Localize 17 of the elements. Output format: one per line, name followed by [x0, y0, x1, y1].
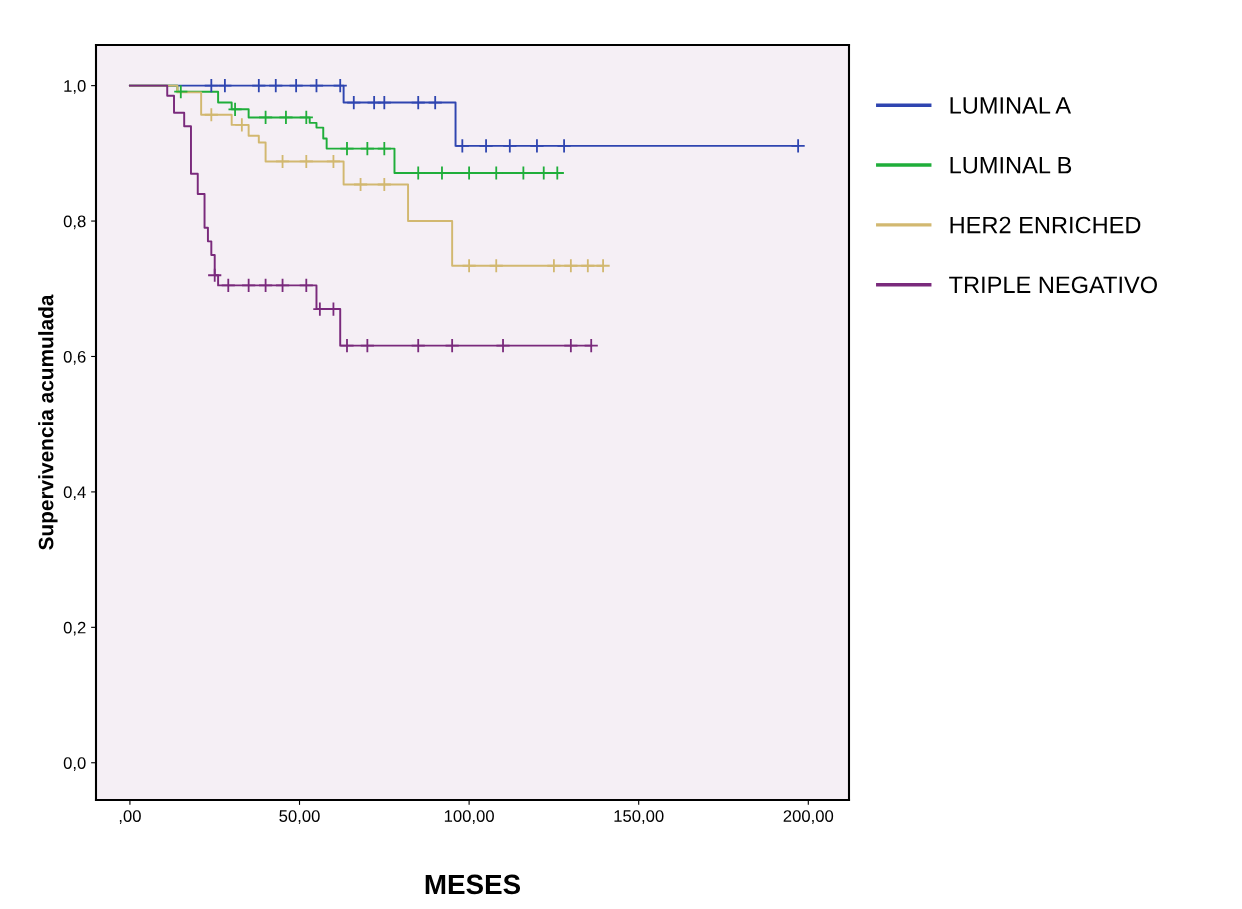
- x-axis-title: MESES: [425, 874, 521, 895]
- y-tick-label: 0,0: [63, 757, 86, 771]
- y-tick-label: 1,0: [64, 80, 86, 94]
- x-tick-label: 100,00: [444, 810, 494, 824]
- y-tick-label: 0,4: [63, 486, 86, 501]
- legend-label: HER2 ENRICHED: [950, 216, 1141, 234]
- legend-label: LUMINAL B: [950, 157, 1072, 174]
- x-tick-label: ,00: [119, 810, 141, 824]
- x-tick-label: 200,00: [783, 810, 834, 824]
- legend-label: LUMINAL A: [950, 97, 1072, 114]
- x-tick-label: 50,00: [279, 810, 320, 824]
- y-tick-label: 0,8: [63, 215, 86, 230]
- y-tick-label: 0,6: [63, 350, 86, 365]
- y-tick-label: 0,2: [63, 621, 86, 636]
- legend-label: TRIPLE NEGATIVO: [949, 276, 1157, 294]
- x-tick-label: 150,00: [614, 810, 664, 824]
- y-axis-title: Supervivencia acumulada: [38, 294, 58, 550]
